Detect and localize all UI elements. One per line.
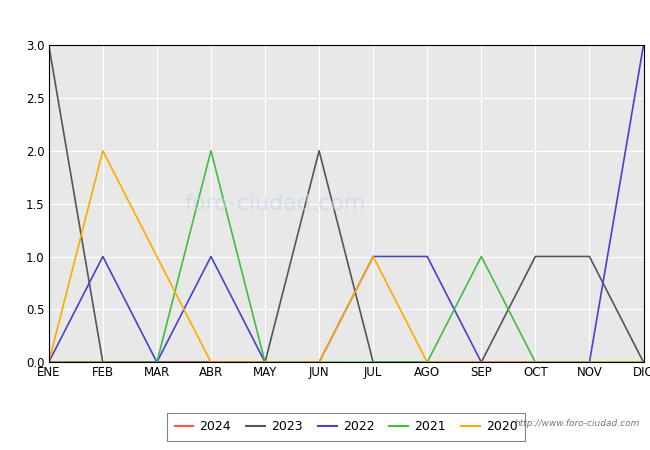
Text: foro-ciudad.com: foro-ciudad.com [184,194,365,214]
Text: http://www.foro-ciudad.com: http://www.foro-ciudad.com [515,418,640,427]
Legend: 2024, 2023, 2022, 2021, 2020: 2024, 2023, 2022, 2021, 2020 [167,413,525,441]
Text: Matriculaciones de Vehiculos en Peleagonzalo: Matriculaciones de Vehiculos en Peleagon… [135,11,515,29]
